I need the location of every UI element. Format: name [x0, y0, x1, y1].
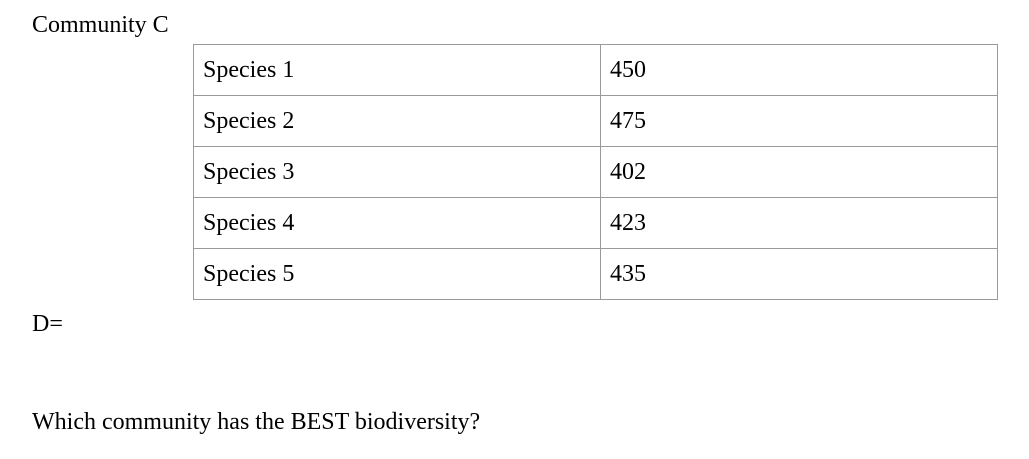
- table-row: Species 5 435: [193, 248, 998, 300]
- species-count-cell: 423: [600, 197, 998, 249]
- community-heading: Community C: [32, 12, 169, 38]
- table-row: Species 3 402: [193, 146, 998, 198]
- species-count-table: Species 1 450 Species 2 475 Species 3 40…: [193, 44, 998, 300]
- biodiversity-question: Which community has the BEST biodiversit…: [32, 409, 481, 435]
- table-row: Species 4 423: [193, 197, 998, 249]
- species-name-cell: Species 1: [193, 44, 601, 96]
- species-count-cell: 475: [600, 95, 998, 147]
- species-name-cell: Species 3: [193, 146, 601, 198]
- species-name-cell: Species 4: [193, 197, 601, 249]
- diversity-index-label: D=: [32, 311, 63, 337]
- species-name-cell: Species 2: [193, 95, 601, 147]
- table-row: Species 2 475: [193, 95, 998, 147]
- species-count-cell: 435: [600, 248, 998, 300]
- species-name-cell: Species 5: [193, 248, 601, 300]
- table-row: Species 1 450: [193, 44, 998, 96]
- species-count-cell: 450: [600, 44, 998, 96]
- species-count-cell: 402: [600, 146, 998, 198]
